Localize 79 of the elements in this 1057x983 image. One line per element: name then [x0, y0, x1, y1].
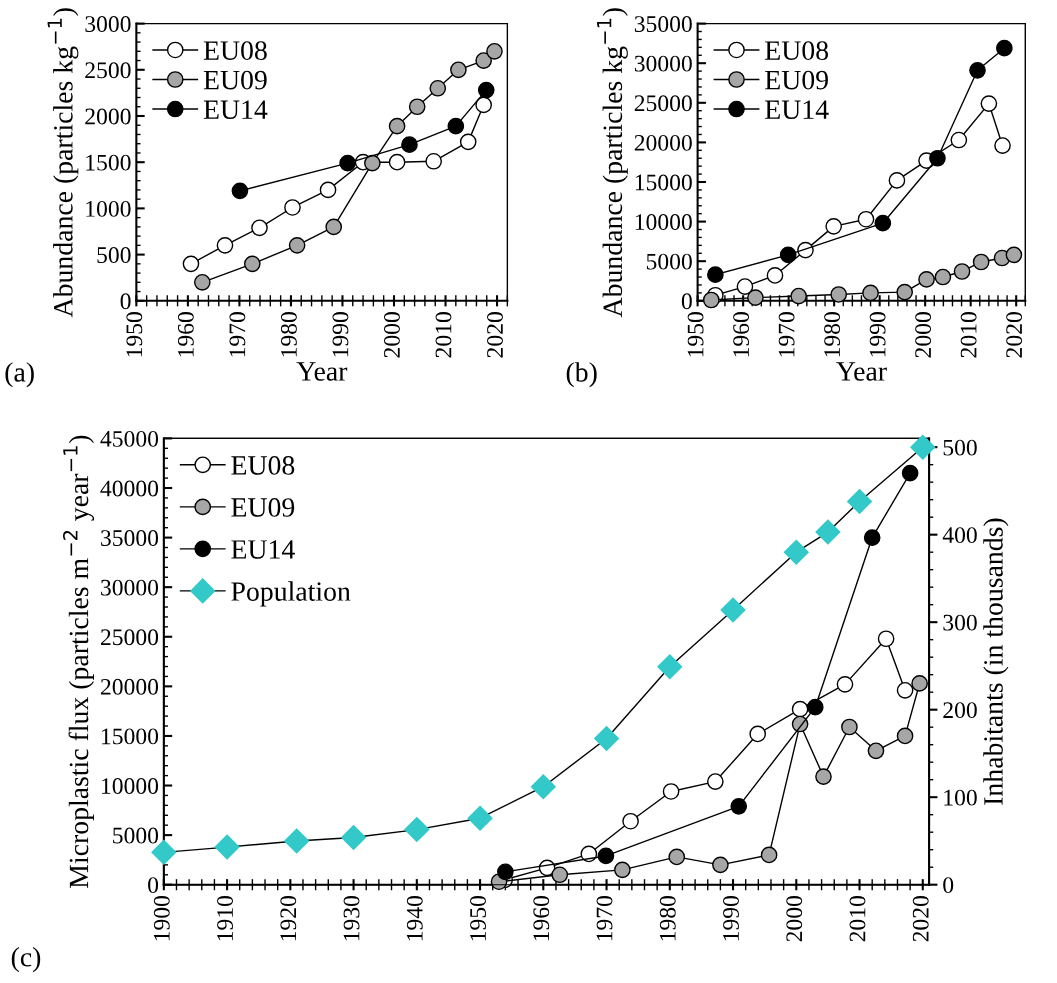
x-tick-label: 1920 [280, 896, 297, 941]
y-tick-label: 1500 [86, 154, 131, 171]
y-tick-label: 20000 [634, 134, 692, 151]
y-tick-label: 2000 [85, 108, 131, 125]
x-tick-label: 1910 [217, 896, 233, 941]
y-tick-label: 25000 [634, 95, 692, 112]
legend-label: EU08 [203, 41, 267, 60]
x-tick-label: 1960 [533, 896, 550, 941]
legend-label: Population [231, 581, 351, 607]
y-tick-label: 30000 [101, 579, 159, 596]
x-tick-label: 1900 [153, 896, 170, 941]
y2-tick-label: 300 [943, 614, 977, 631]
x-tick-label: 1950 [126, 312, 143, 357]
y-tick-label: 30000 [634, 55, 692, 72]
x-tick-label: 2000 [915, 312, 932, 358]
y-tick-label: 0 [148, 877, 159, 894]
text: (c) [11, 947, 41, 973]
y2-tick-label: 500 [943, 439, 977, 456]
y-tick-label: 0 [120, 293, 131, 310]
y-tick-label: 40000 [100, 480, 159, 497]
legend-label: EU08 [765, 41, 829, 60]
y-tick-label: 10000 [635, 214, 692, 231]
y-tick-label: 5000 [113, 827, 159, 844]
x-tick-label: 1930 [343, 896, 360, 941]
x-axis-title: Year [296, 362, 348, 381]
x-tick-label: 1980 [659, 896, 676, 941]
x-tick-label: 1990 [332, 312, 349, 357]
legend-label: EU08 [231, 456, 295, 475]
x-tick-label: 1950 [470, 896, 486, 941]
x-tick-label: 1970 [229, 312, 246, 357]
y-tick-label: 1000 [86, 200, 131, 217]
y-tick-label: 10000 [102, 778, 159, 794]
x-tick-label: 1980 [824, 312, 841, 357]
y-axis-title: Abundance (particles kg$^{−1}$) [47, 8, 79, 318]
x-tick-label: 1950 [687, 312, 704, 357]
x-tick-label: 2010 [435, 312, 452, 358]
legend-label: EU14 [203, 100, 268, 120]
x-tick-label: 1970 [596, 896, 613, 941]
y-tick-label: 3000 [85, 16, 131, 33]
y-tick-label: 35000 [634, 16, 692, 33]
x-axis-title: Year [836, 362, 887, 381]
y-tick-label: 35000 [101, 530, 159, 547]
x-tick-label: 1970 [778, 312, 795, 357]
legend-label: EU09 [203, 70, 267, 90]
x-tick-label: 1990 [869, 312, 886, 357]
x-tick-label: 2000 [383, 312, 400, 358]
x-tick-label: 1980 [280, 312, 297, 357]
y-tick-label: 45000 [100, 430, 159, 447]
y2-tick-label: 200 [943, 702, 977, 719]
x-tick-label: 2020 [487, 312, 503, 358]
text: (b) [566, 362, 597, 388]
legend-label: EU14 [231, 540, 295, 559]
text: (a) [5, 362, 34, 388]
y-tick-label: 25000 [100, 629, 159, 646]
x-tick-label: 1960 [733, 312, 750, 357]
y-tick-label: 15000 [635, 174, 692, 191]
y2-tick-label: 100 [944, 789, 977, 806]
x-tick-label: 2010 [960, 312, 977, 358]
x-tick-label: 1960 [177, 312, 194, 357]
x-tick-label: 2020 [1006, 312, 1023, 358]
x-tick-label: 2020 [912, 896, 929, 942]
y-tick-label: 5000 [646, 253, 692, 270]
legend-label: EU09 [231, 498, 295, 517]
y-tick-label: 15000 [102, 728, 159, 745]
y-tick-label: 500 [97, 247, 131, 264]
x-tick-label: 2010 [849, 896, 866, 942]
x-tick-label: 1990 [723, 896, 739, 941]
y-axis-title: Microplastic flux (particles m$^{−2}$ year$^{−1}$) [63, 435, 95, 888]
legend-label: EU14 [765, 100, 829, 120]
y2-tick-label: 400 [942, 527, 977, 544]
y2-tick-label: 0 [943, 877, 954, 894]
legend-label: EU09 [765, 70, 828, 90]
x-tick-label: 1940 [406, 896, 423, 941]
y-tick-label: 20000 [100, 678, 159, 695]
y-axis-title: Abundance (particles kg$^{−1}$) [597, 8, 628, 318]
y-tick-label: 0 [681, 293, 692, 310]
x-tick-label: 2000 [786, 896, 803, 942]
y2-axis-title: Inhabitants (in thousands) [983, 518, 1009, 805]
y-tick-label: 2500 [85, 62, 131, 79]
